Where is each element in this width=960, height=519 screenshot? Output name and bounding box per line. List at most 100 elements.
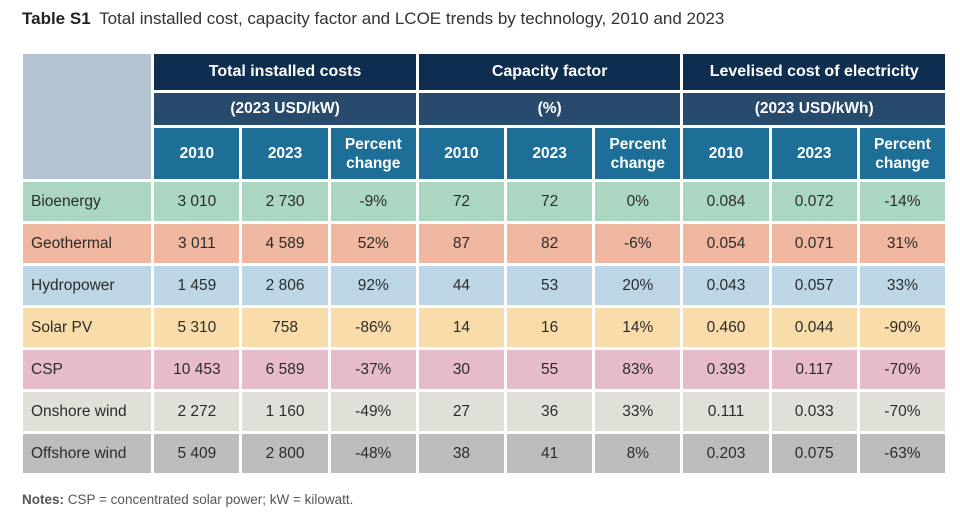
table-row: Offshore wind 5 409 2 800 -48% 38 41 8% 0.203 0.… xyxy=(23,434,945,473)
percent-change-line2: change xyxy=(610,154,665,172)
table-cell: 0.203 xyxy=(683,434,769,473)
table-cell: 82 xyxy=(507,224,593,263)
table-cell: 0.043 xyxy=(683,266,769,305)
header-corner xyxy=(23,54,152,179)
table-cell: 8% xyxy=(595,434,681,473)
technology-name: Offshore wind xyxy=(23,434,152,473)
data-table: Total installed costs Capacity factor Le… xyxy=(20,51,948,476)
subheader-percent-change-lcoe: Percent change xyxy=(859,128,945,179)
unit-header-capacity-factor: (%) xyxy=(418,93,681,125)
table-cell: -9% xyxy=(330,182,416,221)
table-cell: -48% xyxy=(330,434,416,473)
table-cell: 0.460 xyxy=(683,308,769,347)
table-cell: 72 xyxy=(418,182,505,221)
table-cell: 3 010 xyxy=(154,182,240,221)
table-cell: 87 xyxy=(418,224,505,263)
table-cell: -14% xyxy=(859,182,945,221)
table-cell: -6% xyxy=(595,224,681,263)
subheader-year-2023-lcoe: 2023 xyxy=(771,128,857,179)
technology-name: Geothermal xyxy=(23,224,152,263)
table-cell: 0.044 xyxy=(771,308,857,347)
table-cell: 30 xyxy=(418,350,505,389)
subheader-year-2023-capacity-factor: 2023 xyxy=(507,128,593,179)
table-cell: 27 xyxy=(418,392,505,431)
table-cell: -90% xyxy=(859,308,945,347)
notes-label: Notes: xyxy=(22,492,65,507)
table-row: Geothermal 3 011 4 589 52% 87 82 -6% 0.054 0.071… xyxy=(23,224,945,263)
table-cell: 0.084 xyxy=(683,182,769,221)
technology-name: Bioenergy xyxy=(23,182,152,221)
table-cell: 52% xyxy=(330,224,416,263)
technology-name: Hydropower xyxy=(23,266,152,305)
table-cell: 53 xyxy=(507,266,593,305)
table-cell: 44 xyxy=(418,266,505,305)
table-cell: -86% xyxy=(330,308,416,347)
table-cell: 83% xyxy=(595,350,681,389)
notes-text: CSP = concentrated solar power; kW = kil… xyxy=(67,492,354,507)
table-title: Total installed cost, capacity factor an… xyxy=(99,9,725,28)
table-cell: 4 589 xyxy=(242,224,328,263)
table-row: Solar PV 5 310 758 -86% 14 16 14% 0.460 0.044 -90… xyxy=(23,308,945,347)
subheader-percent-change-installed-costs: Percent change xyxy=(330,128,416,179)
table-cell: 20% xyxy=(595,266,681,305)
table-cell: 38 xyxy=(418,434,505,473)
table-cell: 0.072 xyxy=(771,182,857,221)
table-cell: 2 800 xyxy=(242,434,328,473)
table-cell: 2 806 xyxy=(242,266,328,305)
table-cell: 758 xyxy=(242,308,328,347)
table-row: Bioenergy 3 010 2 730 -9% 72 72 0% 0.084 0.072 -1… xyxy=(23,182,945,221)
technology-name: Onshore wind xyxy=(23,392,152,431)
table-cell: 0.054 xyxy=(683,224,769,263)
group-header-installed-costs: Total installed costs xyxy=(154,54,416,90)
table-cell: 0.033 xyxy=(771,392,857,431)
table-label: Table S1 xyxy=(22,9,91,28)
percent-change-line2: change xyxy=(346,154,401,172)
unit-header-lcoe: (2023 USD/kWh) xyxy=(683,93,945,125)
table-cell: 2 272 xyxy=(154,392,240,431)
table-cell: 3 011 xyxy=(154,224,240,263)
table-cell: 5 310 xyxy=(154,308,240,347)
table-cell: 0% xyxy=(595,182,681,221)
subheader-year-2023-installed-costs: 2023 xyxy=(242,128,328,179)
percent-change-line1: Percent xyxy=(873,135,931,153)
table-cell: -49% xyxy=(330,392,416,431)
table-cell: 1 459 xyxy=(154,266,240,305)
subheader-year-2010-installed-costs: 2010 xyxy=(154,128,240,179)
table-caption: Table S1 Total installed cost, capacity … xyxy=(22,9,724,29)
table-row: Onshore wind 2 272 1 160 -49% 27 36 33% 0.111 0.… xyxy=(23,392,945,431)
unit-header-installed-costs: (2023 USD/kW) xyxy=(154,93,416,125)
table-cell: -70% xyxy=(859,350,945,389)
table-cell: 0.071 xyxy=(771,224,857,263)
subheader-year-2010-capacity-factor: 2010 xyxy=(418,128,505,179)
subheader-percent-change-capacity-factor: Percent change xyxy=(595,128,681,179)
table-cell: 0.075 xyxy=(771,434,857,473)
table-cell: -63% xyxy=(859,434,945,473)
table-cell: 14 xyxy=(418,308,505,347)
table-cell: 5 409 xyxy=(154,434,240,473)
percent-change-line1: Percent xyxy=(344,135,402,153)
table-cell: -70% xyxy=(859,392,945,431)
percent-change-line1: Percent xyxy=(609,135,667,153)
group-header-lcoe: Levelised cost of electricity xyxy=(683,54,945,90)
table-cell: 92% xyxy=(330,266,416,305)
table-cell: 10 453 xyxy=(154,350,240,389)
subheader-year-2010-lcoe: 2010 xyxy=(683,128,769,179)
table-notes: Notes: CSP = concentrated solar power; k… xyxy=(22,492,353,507)
table-cell: 1 160 xyxy=(242,392,328,431)
table-cell: -37% xyxy=(330,350,416,389)
table-cell: 2 730 xyxy=(242,182,328,221)
table-cell: 41 xyxy=(507,434,593,473)
table-cell: 0.117 xyxy=(771,350,857,389)
table-cell: 33% xyxy=(859,266,945,305)
technology-name: CSP xyxy=(23,350,152,389)
table-cell: 0.111 xyxy=(683,392,769,431)
table-row: Hydropower 1 459 2 806 92% 44 53 20% 0.043 0.057… xyxy=(23,266,945,305)
table-cell: 16 xyxy=(507,308,593,347)
table-row: CSP 10 453 6 589 -37% 30 55 83% 0.393 0.117 -70% xyxy=(23,350,945,389)
table-cell: 31% xyxy=(859,224,945,263)
table-cell: 72 xyxy=(507,182,593,221)
table-cell: 0.393 xyxy=(683,350,769,389)
technology-name: Solar PV xyxy=(23,308,152,347)
percent-change-line2: change xyxy=(875,154,930,172)
table-cell: 55 xyxy=(507,350,593,389)
